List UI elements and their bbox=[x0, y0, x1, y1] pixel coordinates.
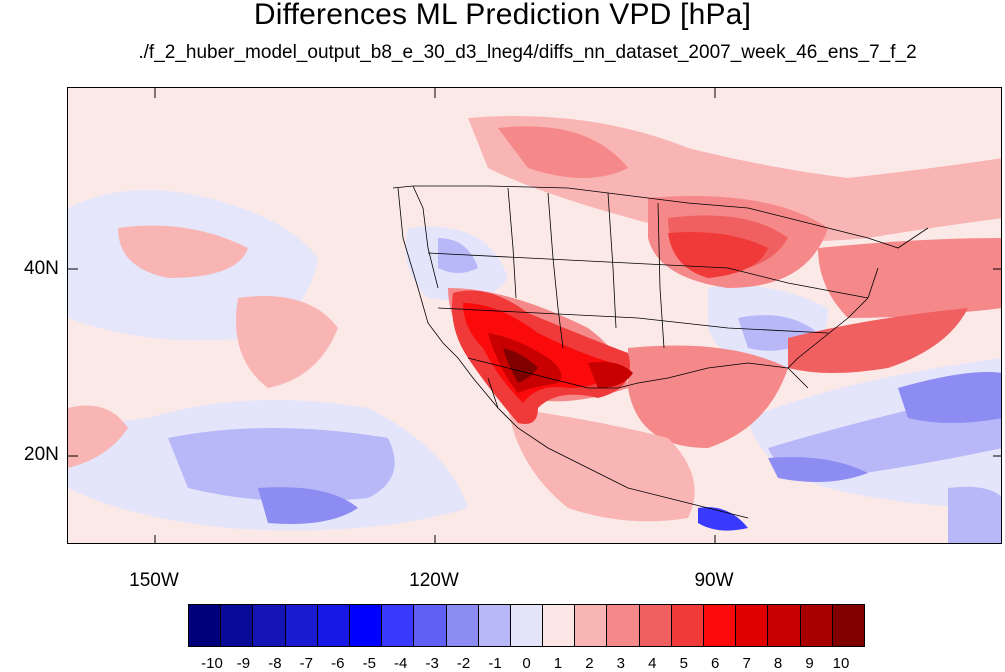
colorbar-tick-label: 6 bbox=[711, 655, 720, 672]
colorbar-cell bbox=[510, 605, 544, 646]
colorbar-cell bbox=[736, 605, 769, 646]
lat-label-40n: 40N bbox=[24, 258, 59, 279]
positive-region bbox=[503, 348, 538, 383]
lon-label-150w: 150W bbox=[129, 570, 179, 591]
colorbar-tick-label: 1 bbox=[553, 655, 563, 672]
map-title: Differences ML Prediction VPD [hPa] bbox=[253, 0, 752, 31]
lon-label-90w: 90W bbox=[694, 570, 734, 591]
negative-region bbox=[948, 486, 1001, 543]
map-plot-area bbox=[67, 87, 1002, 544]
colorbar-cell bbox=[639, 605, 672, 646]
positive-region bbox=[588, 361, 633, 388]
positive-region bbox=[118, 225, 248, 278]
colorbar-tick-label: -8 bbox=[268, 655, 282, 672]
colorbar-cell bbox=[832, 605, 864, 646]
colorbar-cell bbox=[607, 605, 640, 646]
lon-label-120w: 120W bbox=[409, 570, 459, 591]
colorbar-cell bbox=[446, 605, 479, 646]
vpd-difference-field bbox=[68, 88, 1001, 543]
colorbar-cell bbox=[317, 605, 350, 646]
colorbar-tick-label: -10 bbox=[201, 655, 223, 672]
colorbar-tick-label: 5 bbox=[679, 655, 688, 672]
colorbar-tick-label: -6 bbox=[331, 655, 345, 672]
negative-region bbox=[438, 238, 478, 273]
colorbar-cell bbox=[414, 605, 447, 646]
positive-region bbox=[236, 296, 338, 388]
colorbar-cell bbox=[189, 605, 222, 646]
colorbar-tick-label: -4 bbox=[394, 655, 408, 672]
negative-region bbox=[698, 507, 748, 531]
colorbar-tick-label: 2 bbox=[585, 655, 594, 672]
positive-region bbox=[818, 238, 1001, 318]
colorbar-tick-label: 8 bbox=[773, 655, 783, 672]
colorbar-cell bbox=[349, 605, 383, 646]
colorbar-tick-label: -7 bbox=[299, 655, 314, 672]
positive-region bbox=[788, 308, 968, 373]
colorbar-tick-label: -1 bbox=[488, 655, 502, 672]
negative-region bbox=[768, 457, 868, 482]
colorbar-tick-label: -2 bbox=[456, 655, 471, 672]
positive-region bbox=[498, 126, 628, 178]
colorbar bbox=[188, 604, 865, 647]
colorbar-cell bbox=[253, 605, 286, 646]
coastlines-borders bbox=[392, 185, 929, 519]
colorbar-cell bbox=[382, 605, 415, 646]
positive-region bbox=[628, 345, 788, 448]
colorbar-tick-label: 3 bbox=[616, 655, 626, 672]
lat-label-20n: 20N bbox=[24, 444, 59, 465]
negative-region bbox=[898, 372, 1001, 423]
colorbar-tick-label: -5 bbox=[362, 655, 376, 672]
colorbar-tick-label: 4 bbox=[648, 655, 657, 672]
colorbar-cell bbox=[285, 605, 318, 646]
colorbar-cell bbox=[221, 605, 254, 646]
colorbar-cell bbox=[671, 605, 704, 646]
axis-ticks bbox=[68, 88, 1001, 543]
map-subtitle: ./f_2_huber_model_output_b8_e_30_d3_lneg… bbox=[138, 42, 917, 63]
negative-region bbox=[258, 487, 358, 524]
colorbar-tick-label: 0 bbox=[522, 655, 531, 672]
colorbar-cell bbox=[704, 605, 737, 646]
colorbar-cell bbox=[768, 605, 801, 646]
colorbar-tick-label: 10 bbox=[832, 655, 850, 672]
colorbar-cell bbox=[800, 605, 833, 646]
colorbar-tick-label: 9 bbox=[805, 655, 814, 672]
colorbar-tick-label: 7 bbox=[742, 655, 751, 672]
colorbar-tick-label: -3 bbox=[425, 655, 439, 672]
colorbar-cell bbox=[543, 605, 576, 646]
positive-region bbox=[68, 405, 128, 468]
negative-region bbox=[168, 428, 395, 502]
colorbar-cell bbox=[575, 605, 608, 646]
colorbar-tick-label: -9 bbox=[236, 655, 251, 672]
colorbar-cell bbox=[478, 605, 511, 646]
